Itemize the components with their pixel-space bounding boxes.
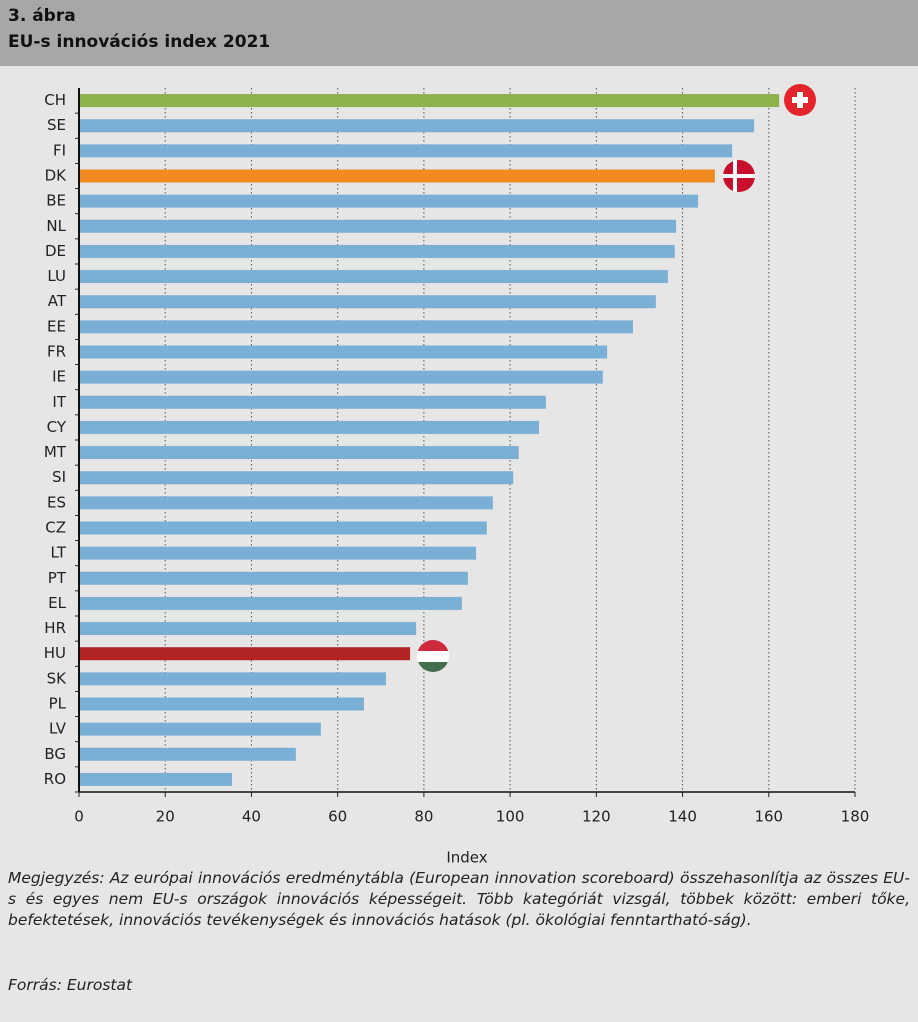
chart: 0 20 40 60 80 100 120 140 160 180 Index CH SE FI DK BE N… xyxy=(44,84,870,867)
bar xyxy=(79,622,417,636)
bar xyxy=(79,596,462,610)
y-tick-label: MT xyxy=(44,443,67,461)
y-tick-label: SK xyxy=(47,669,68,687)
y-tick-label: EL xyxy=(48,594,66,612)
y-tick-label: EE xyxy=(47,317,66,335)
bar xyxy=(79,244,675,258)
bar xyxy=(79,647,411,661)
y-tick-label: FI xyxy=(53,141,66,159)
bar xyxy=(79,144,733,158)
x-tick-label: 160 xyxy=(754,808,783,826)
y-tick-label: CY xyxy=(47,418,67,436)
bar xyxy=(79,395,546,409)
y-tick-label: IE xyxy=(52,368,66,386)
bar xyxy=(79,672,386,686)
y-tick-label: HR xyxy=(44,619,66,637)
x-tick-label: 80 xyxy=(414,808,433,826)
y-tick-label: PT xyxy=(48,569,67,587)
x-tick-label: 20 xyxy=(156,808,175,826)
bar xyxy=(79,169,715,183)
y-tick-label: CH xyxy=(44,91,66,109)
flag-dk xyxy=(723,160,755,192)
bar xyxy=(79,571,468,585)
bar xyxy=(79,722,321,736)
flag-ch xyxy=(784,84,816,116)
bar xyxy=(79,697,364,711)
figure-number: 3. ábra xyxy=(8,6,76,26)
y-tick-label: SI xyxy=(52,468,66,486)
y-tick-label: DE xyxy=(45,242,66,260)
y-tick-label: CZ xyxy=(45,519,66,537)
x-tick-label: 100 xyxy=(496,808,525,826)
y-tick-label: SE xyxy=(47,116,66,134)
y-tick-label: NL xyxy=(46,217,66,235)
x-axis-label: Index xyxy=(446,849,487,867)
y-tick-label: LU xyxy=(47,267,66,285)
y-tick-label: BE xyxy=(46,192,66,210)
x-tick-label: 0 xyxy=(74,808,84,826)
flags xyxy=(417,84,816,672)
bar xyxy=(79,772,233,786)
x-tick-label: 60 xyxy=(328,808,347,826)
bar xyxy=(79,496,493,510)
y-tick-label: ES xyxy=(47,493,66,511)
bar xyxy=(79,270,668,284)
bar xyxy=(79,747,296,761)
note: Megjegyzés: Az európai innovációs eredmé… xyxy=(8,869,910,929)
bar xyxy=(79,219,677,233)
bar xyxy=(79,370,603,384)
y-tick-label: PL xyxy=(49,695,67,713)
chart-title: EU-s innovációs index 2021 xyxy=(8,32,271,52)
bar xyxy=(79,295,656,309)
x-tick-label: 140 xyxy=(668,808,697,826)
bar xyxy=(79,471,514,485)
y-tick-label: RO xyxy=(44,770,66,788)
x-tick-label: 40 xyxy=(242,808,261,826)
flag-hu xyxy=(417,640,449,672)
y-tick-label: LV xyxy=(49,720,67,738)
header: 3. ábra EU-s innovációs index 2021 xyxy=(0,0,918,66)
bar xyxy=(79,119,755,133)
bar xyxy=(79,420,539,434)
bar xyxy=(79,94,780,108)
y-tick-label: LT xyxy=(51,544,67,562)
y-tick-label: AT xyxy=(48,292,67,310)
bar xyxy=(79,320,633,334)
y-tick-label: DK xyxy=(45,167,68,185)
y-tick-label: FR xyxy=(47,343,66,361)
y-tick-label: BG xyxy=(44,745,66,763)
bar xyxy=(79,345,608,359)
x-tick-label: 180 xyxy=(841,808,870,826)
y-tick-label: HU xyxy=(44,644,66,662)
y-tick-label: IT xyxy=(52,393,66,411)
bar xyxy=(79,446,519,460)
bar xyxy=(79,521,487,535)
bar xyxy=(79,546,477,560)
bar xyxy=(79,194,699,208)
source: Forrás: Eurostat xyxy=(8,976,133,994)
x-tick-label: 120 xyxy=(582,808,611,826)
